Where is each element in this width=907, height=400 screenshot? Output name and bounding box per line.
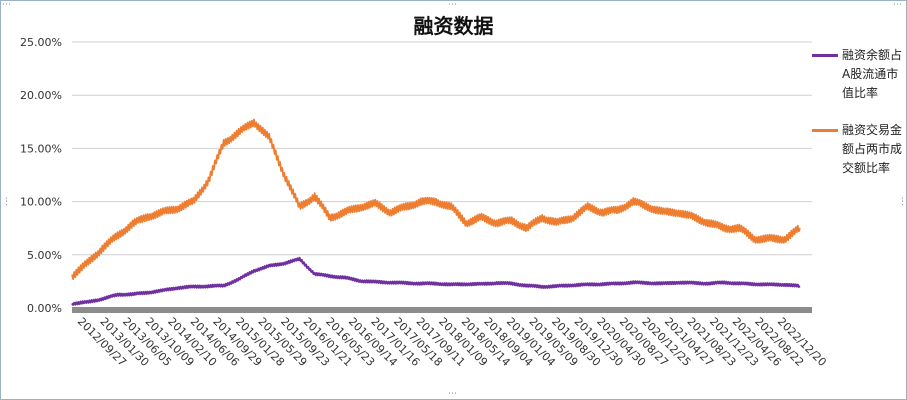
y-tick-label: 15.00% <box>20 142 62 155</box>
x-axis-tick-labels: 2012/09/272013/01/302013/06/052013/10/09… <box>75 315 829 369</box>
legend-item-margin-trading: 融资交易金额占两市成交额比率 <box>812 121 904 178</box>
legend-label-margin-trading: 融资交易金额占两市成交额比率 <box>842 123 903 175</box>
y-tick-label: 5.00% <box>27 249 62 262</box>
x-axis-band <box>72 307 812 313</box>
resize-handle-top-right[interactable]: ⋯ <box>893 0 902 10</box>
legend-swatch-purple <box>812 54 838 57</box>
series-line-margin-balance <box>71 256 801 306</box>
chart-title: 融资数据 <box>413 14 494 38</box>
y-tick-label: 0.00% <box>27 302 62 315</box>
x-axis <box>72 307 812 313</box>
y-axis-tick-labels: 0.00% 5.00% 10.00% 15.00% 20.00% 25.00% <box>20 36 62 315</box>
gridlines <box>72 41 812 256</box>
series-layer <box>71 118 801 306</box>
resize-handle-right[interactable]: ⋮ <box>898 197 907 207</box>
resize-handle-bottom[interactable]: ⋯ <box>448 389 457 399</box>
y-tick-label: 25.00% <box>20 36 62 49</box>
legend-label-margin-balance: 融资余额占A股流通市值比率 <box>842 48 903 100</box>
resize-handle-left[interactable]: ⋮ <box>2 197 11 207</box>
y-tick-label: 10.00% <box>20 196 62 209</box>
legend-swatch-orange <box>812 129 838 132</box>
resize-handle-top-left[interactable]: ⋯ <box>2 0 11 10</box>
legend-item-margin-balance: 融资余额占A股流通市值比率 <box>812 46 904 103</box>
legend: 融资余额占A股流通市值比率 融资交易金额占两市成交额比率 <box>812 46 904 196</box>
series-line-margin-trading <box>71 118 801 280</box>
resize-handle-top[interactable]: ⋯ <box>448 0 457 10</box>
y-tick-label: 20.00% <box>20 89 62 102</box>
